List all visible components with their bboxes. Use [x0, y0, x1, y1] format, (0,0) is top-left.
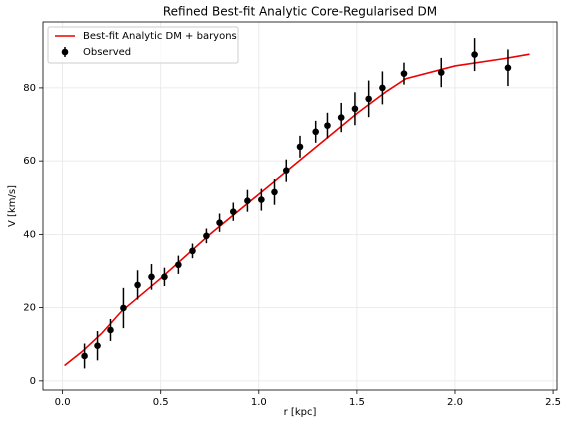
data-point — [471, 51, 478, 58]
data-point — [161, 273, 168, 281]
y-tick-label: 20 — [23, 303, 36, 314]
data-point — [148, 273, 155, 281]
legend: Best-fit Analytic DM + baryons Observed — [47, 26, 239, 64]
x-tick-label: 2.0 — [447, 397, 463, 408]
data-point — [365, 95, 372, 103]
legend-swatch — [61, 48, 69, 56]
y-tick-label: 60 — [23, 156, 36, 167]
data-point — [203, 232, 210, 240]
x-tick-label: 1.5 — [349, 397, 365, 408]
data-point — [379, 84, 386, 92]
data-point — [229, 208, 237, 215]
data-point — [94, 342, 101, 349]
x-tick-label: 0.5 — [153, 397, 169, 408]
legend-label: Observed — [83, 47, 131, 58]
data-point — [216, 219, 223, 226]
data-point — [296, 143, 304, 151]
data-point — [244, 197, 251, 204]
data-point — [282, 167, 290, 174]
data-point — [120, 304, 127, 312]
x-axis-label: r [kpc] — [284, 407, 317, 418]
y-tick-label: 40 — [23, 229, 36, 240]
data-point — [437, 69, 445, 76]
data-point — [134, 281, 141, 289]
legend-box — [47, 26, 239, 64]
data-point — [107, 326, 114, 334]
fit-line — [64, 53, 530, 367]
plot-frame — [42, 21, 558, 391]
data-point — [324, 122, 331, 129]
data-point — [175, 261, 182, 269]
data-point — [258, 196, 265, 203]
chart-title: Refined Best-fit Analytic Core-Regularis… — [163, 5, 437, 19]
data-point — [189, 247, 196, 255]
data-point — [400, 70, 408, 77]
y-tick-label: 80 — [23, 83, 36, 94]
data-point — [312, 128, 319, 136]
data-point — [351, 105, 359, 113]
y-axis-label: V [km/s] — [7, 185, 18, 227]
data-point — [81, 352, 88, 360]
data-point — [271, 188, 278, 196]
data-point — [337, 114, 345, 121]
x-tick-label: 0.0 — [55, 397, 71, 408]
y-tick-label: 0 — [30, 376, 36, 387]
x-tick-label: 2.5 — [545, 397, 561, 408]
legend-label: Best-fit Analytic DM + baryons — [83, 31, 237, 42]
data-point — [504, 64, 512, 72]
x-tick-label: 1.0 — [251, 397, 267, 408]
